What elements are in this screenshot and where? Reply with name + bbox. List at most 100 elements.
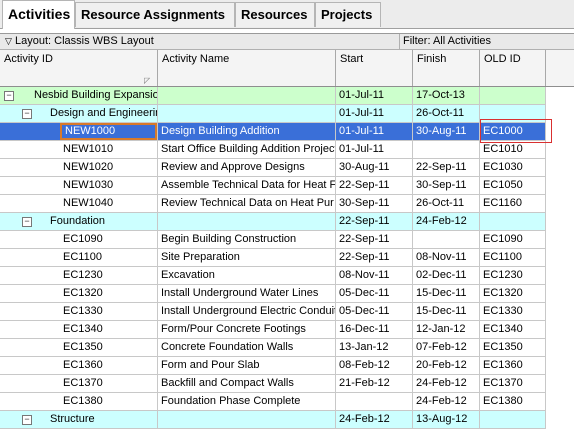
column-header-old-id[interactable]: OLD ID [480, 50, 546, 86]
cell-old-id[interactable]: EC1340 [480, 321, 546, 339]
cell-activity-id[interactable]: NEW1040 [0, 195, 158, 213]
activity-row[interactable]: EC1320 Install Underground Water Lines 05-… [0, 285, 574, 303]
cell-activity-id[interactable]: − Foundation [0, 213, 158, 231]
cell-finish[interactable]: 24-Feb-12 [413, 213, 480, 231]
cell-activity-id[interactable]: EC1320 [0, 285, 158, 303]
activity-row[interactable]: EC1340 Form/Pour Concrete Footings 16-Dec-… [0, 321, 574, 339]
cell-activity-name[interactable]: Site Preparation [158, 249, 336, 267]
cell-activity-id[interactable]: NEW1030 [0, 177, 158, 195]
cell-old-id[interactable]: EC1360 [480, 357, 546, 375]
tab-projects[interactable]: Projects [315, 2, 381, 27]
cell-activity-name[interactable]: Form and Pour Slab [158, 357, 336, 375]
cell-start[interactable]: 01-Jul-11 [336, 105, 413, 123]
cell-old-id[interactable]: EC1370 [480, 375, 546, 393]
collapse-toggle-icon[interactable]: − [22, 217, 32, 227]
cell-activity-name[interactable]: Begin Building Construction [158, 231, 336, 249]
cell-activity-id[interactable]: EC1360 [0, 357, 158, 375]
cell-old-id[interactable] [480, 213, 546, 231]
filter-label[interactable]: Filter: All Activities [403, 35, 492, 47]
cell-activity-name[interactable]: Review Technical Data on Heat Pur [158, 195, 336, 213]
activity-row[interactable]: EC1350 Concrete Foundation Walls 13-Jan-12… [0, 339, 574, 357]
cell-old-id[interactable]: EC1030 [480, 159, 546, 177]
wbs-row[interactable]: − Nesbid Building Expansion 01-Jul-11 17-Oc… [0, 87, 574, 105]
activity-row[interactable]: EC1330 Install Underground Electric Condu… [0, 303, 574, 321]
cell-finish[interactable]: 20-Feb-12 [413, 357, 480, 375]
layout-selector[interactable]: ▽ Layout: Classis WBS Layout [5, 35, 154, 47]
cell-finish[interactable]: 22-Sep-11 [413, 159, 480, 177]
cell-finish[interactable]: 30-Aug-11 [413, 123, 480, 141]
cell-start[interactable] [336, 393, 413, 411]
cell-activity-id[interactable]: EC1330 [0, 303, 158, 321]
activity-row[interactable]: EC1370 Backfill and Compact Walls 21-Feb-1… [0, 375, 574, 393]
cell-old-id[interactable]: EC1320 [480, 285, 546, 303]
cell-start[interactable]: 22-Sep-11 [336, 177, 413, 195]
cell-activity-name[interactable]: Start Office Building Addition Project [158, 141, 336, 159]
cell-finish[interactable] [413, 141, 480, 159]
activity-row[interactable]: NEW1000 Design Building Addition 01-Jul-11… [0, 123, 574, 141]
cell-activity-id[interactable]: EC1090 [0, 231, 158, 249]
cell-finish[interactable]: 12-Jan-12 [413, 321, 480, 339]
cell-start[interactable]: 05-Dec-11 [336, 285, 413, 303]
cell-start[interactable]: 01-Jul-11 [336, 141, 413, 159]
cell-start[interactable]: 01-Jul-11 [336, 87, 413, 105]
cell-activity-name[interactable]: Install Underground Water Lines [158, 285, 336, 303]
cell-finish[interactable]: 08-Nov-11 [413, 249, 480, 267]
cell-start[interactable]: 08-Feb-12 [336, 357, 413, 375]
activity-row[interactable]: NEW1030 Assemble Technical Data for Heat … [0, 177, 574, 195]
activity-row[interactable]: EC1090 Begin Building Construction 22-Sep-… [0, 231, 574, 249]
cell-activity-id[interactable]: EC1350 [0, 339, 158, 357]
activity-row[interactable]: EC1380 Foundation Phase Complete 24-Feb-12… [0, 393, 574, 411]
cell-start[interactable]: 22-Sep-11 [336, 213, 413, 231]
cell-activity-id[interactable]: EC1380 [0, 393, 158, 411]
cell-finish[interactable]: 02-Dec-11 [413, 267, 480, 285]
cell-start[interactable]: 13-Jan-12 [336, 339, 413, 357]
collapse-toggle-icon[interactable]: − [22, 415, 32, 425]
cell-start[interactable]: 22-Sep-11 [336, 231, 413, 249]
cell-old-id[interactable]: EC1350 [480, 339, 546, 357]
cell-activity-id[interactable]: − Nesbid Building Expansion [0, 87, 158, 105]
tab-activities[interactable]: Activities [2, 0, 75, 29]
column-header-finish[interactable]: Finish [413, 50, 480, 86]
cell-activity-id[interactable]: − Structure [0, 411, 158, 429]
cell-activity-id[interactable]: NEW1020 [0, 159, 158, 177]
cell-activity-name[interactable]: Install Underground Electric Conduit [158, 303, 336, 321]
cell-start[interactable]: 21-Feb-12 [336, 375, 413, 393]
cell-old-id[interactable]: EC1000 [480, 123, 546, 141]
activity-row[interactable]: NEW1010 Start Office Building Addition Pr… [0, 141, 574, 159]
cell-finish[interactable]: 30-Sep-11 [413, 177, 480, 195]
cell-finish[interactable]: 24-Feb-12 [413, 393, 480, 411]
cell-activity-id[interactable]: NEW1000 [0, 123, 158, 141]
cell-activity-name[interactable]: Form/Pour Concrete Footings [158, 321, 336, 339]
cell-finish[interactable]: 15-Dec-11 [413, 303, 480, 321]
cell-start[interactable]: 16-Dec-11 [336, 321, 413, 339]
cell-activity-name[interactable]: Design Building Addition [158, 123, 336, 141]
column-header-activity-id[interactable]: Activity ID ◸ [0, 50, 158, 86]
wbs-row[interactable]: − Foundation 22-Sep-11 24-Feb-12 [0, 213, 574, 231]
cell-activity-id[interactable]: EC1230 [0, 267, 158, 285]
cell-old-id[interactable]: EC1230 [480, 267, 546, 285]
cell-start[interactable]: 30-Sep-11 [336, 195, 413, 213]
cell-activity-name[interactable] [158, 105, 336, 123]
activity-row[interactable]: EC1230 Excavation 08-Nov-11 02-Dec-11 EC1230 [0, 267, 574, 285]
column-header-start[interactable]: Start [336, 50, 413, 86]
cell-old-id[interactable]: EC1090 [480, 231, 546, 249]
collapse-toggle-icon[interactable]: − [4, 91, 14, 101]
cell-activity-name[interactable] [158, 87, 336, 105]
cell-activity-name[interactable] [158, 411, 336, 429]
cell-finish[interactable]: 15-Dec-11 [413, 285, 480, 303]
cell-finish[interactable]: 07-Feb-12 [413, 339, 480, 357]
cell-finish[interactable]: 26-Oct-11 [413, 105, 480, 123]
activity-row[interactable]: NEW1020 Review and Approve Designs 30-Aug-… [0, 159, 574, 177]
cell-activity-id[interactable]: − Design and Engineering [0, 105, 158, 123]
cell-old-id[interactable]: EC1010 [480, 141, 546, 159]
cell-finish[interactable]: 17-Oct-13 [413, 87, 480, 105]
cell-start[interactable]: 30-Aug-11 [336, 159, 413, 177]
tab-resources[interactable]: Resources [235, 2, 315, 27]
cell-activity-name[interactable]: Excavation [158, 267, 336, 285]
cell-activity-name[interactable]: Concrete Foundation Walls [158, 339, 336, 357]
collapse-toggle-icon[interactable]: − [22, 109, 32, 119]
wbs-row[interactable]: − Structure 24-Feb-12 13-Aug-12 [0, 411, 574, 429]
cell-old-id[interactable] [480, 411, 546, 429]
cell-old-id[interactable] [480, 105, 546, 123]
cell-activity-id[interactable]: EC1340 [0, 321, 158, 339]
